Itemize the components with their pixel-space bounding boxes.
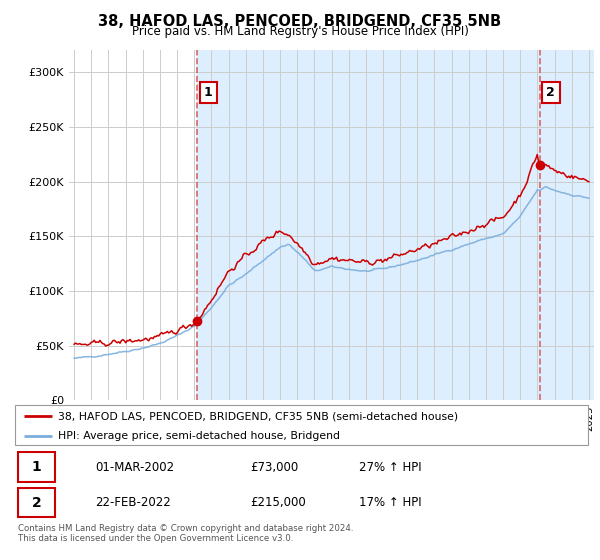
Text: £215,000: £215,000 [250, 496, 305, 510]
Text: Contains HM Land Registry data © Crown copyright and database right 2024.
This d: Contains HM Land Registry data © Crown c… [18, 524, 353, 543]
Text: £73,000: £73,000 [250, 460, 298, 474]
FancyBboxPatch shape [18, 488, 55, 517]
Text: HPI: Average price, semi-detached house, Bridgend: HPI: Average price, semi-detached house,… [58, 431, 340, 441]
Text: 01-MAR-2002: 01-MAR-2002 [95, 460, 175, 474]
Bar [539, 50, 594, 400]
FancyBboxPatch shape [18, 452, 55, 482]
Text: 38, HAFOD LAS, PENCOED, BRIDGEND, CF35 5NB (semi-detached house): 38, HAFOD LAS, PENCOED, BRIDGEND, CF35 5… [58, 411, 458, 421]
Text: 38, HAFOD LAS, PENCOED, BRIDGEND, CF35 5NB: 38, HAFOD LAS, PENCOED, BRIDGEND, CF35 5… [98, 14, 502, 29]
Text: 27% ↑ HPI: 27% ↑ HPI [359, 460, 421, 474]
FancyBboxPatch shape [15, 405, 588, 445]
Text: Price paid vs. HM Land Registry's House Price Index (HPI): Price paid vs. HM Land Registry's House … [131, 25, 469, 38]
Text: 22-FEB-2022: 22-FEB-2022 [95, 496, 171, 510]
Text: 2: 2 [547, 86, 555, 99]
Bar [197, 50, 594, 400]
Text: 1: 1 [204, 86, 213, 99]
Text: 1: 1 [32, 460, 41, 474]
Text: 2: 2 [32, 496, 41, 510]
Text: 17% ↑ HPI: 17% ↑ HPI [359, 496, 421, 510]
